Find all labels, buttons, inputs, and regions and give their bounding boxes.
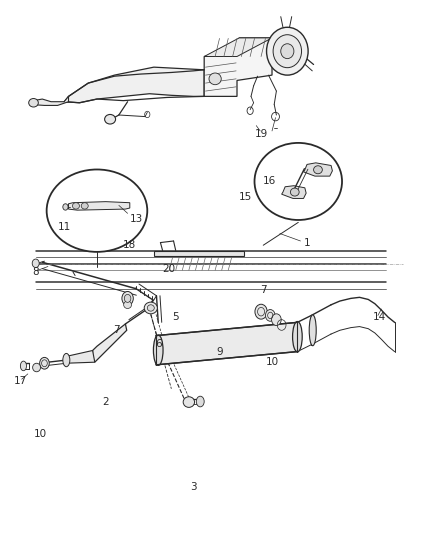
Ellipse shape: [280, 44, 293, 59]
Polygon shape: [153, 251, 243, 256]
Text: 2: 2: [102, 397, 109, 407]
Ellipse shape: [266, 27, 307, 75]
Ellipse shape: [81, 203, 88, 209]
Ellipse shape: [308, 315, 315, 346]
Polygon shape: [303, 163, 332, 176]
Text: 6: 6: [155, 338, 161, 349]
Text: 10: 10: [33, 429, 46, 439]
Polygon shape: [64, 351, 95, 364]
Ellipse shape: [20, 361, 26, 370]
Ellipse shape: [28, 99, 38, 107]
Ellipse shape: [104, 115, 115, 124]
Text: 3: 3: [190, 482, 196, 492]
Polygon shape: [204, 38, 272, 96]
Polygon shape: [281, 185, 305, 198]
Ellipse shape: [63, 204, 68, 210]
Text: 13: 13: [130, 214, 143, 224]
Ellipse shape: [46, 169, 147, 252]
Ellipse shape: [290, 188, 298, 196]
Ellipse shape: [124, 301, 131, 309]
Ellipse shape: [144, 302, 157, 314]
Text: 17: 17: [14, 376, 27, 386]
Ellipse shape: [254, 304, 267, 319]
Ellipse shape: [183, 397, 194, 407]
Text: 16: 16: [263, 176, 276, 187]
Text: 14: 14: [372, 312, 385, 322]
Ellipse shape: [147, 305, 154, 311]
Ellipse shape: [122, 292, 133, 305]
Text: 15: 15: [239, 192, 252, 203]
Ellipse shape: [32, 259, 39, 268]
Ellipse shape: [271, 314, 281, 326]
Ellipse shape: [39, 358, 49, 369]
Text: 20: 20: [162, 264, 175, 274]
Text: 9: 9: [215, 346, 223, 357]
Text: 18: 18: [123, 240, 136, 250]
Ellipse shape: [72, 203, 79, 209]
Ellipse shape: [254, 143, 341, 220]
Text: 7: 7: [259, 286, 266, 295]
Ellipse shape: [292, 321, 301, 352]
Ellipse shape: [208, 73, 221, 85]
Ellipse shape: [313, 166, 321, 174]
Polygon shape: [204, 38, 272, 56]
Polygon shape: [32, 96, 68, 106]
Polygon shape: [155, 322, 297, 365]
Ellipse shape: [272, 35, 301, 68]
Text: 7: 7: [113, 325, 120, 335]
Text: 5: 5: [172, 312, 179, 322]
Polygon shape: [92, 324, 127, 362]
Ellipse shape: [124, 294, 131, 302]
Text: 8: 8: [32, 267, 39, 277]
Ellipse shape: [196, 396, 204, 407]
Text: 10: 10: [265, 357, 278, 367]
Text: 11: 11: [57, 222, 71, 232]
Ellipse shape: [63, 353, 70, 367]
Text: 1: 1: [303, 238, 310, 247]
Ellipse shape: [265, 310, 275, 321]
Polygon shape: [64, 67, 204, 103]
Ellipse shape: [32, 364, 40, 372]
Ellipse shape: [153, 335, 162, 366]
Text: 19: 19: [254, 128, 267, 139]
Polygon shape: [68, 201, 130, 210]
